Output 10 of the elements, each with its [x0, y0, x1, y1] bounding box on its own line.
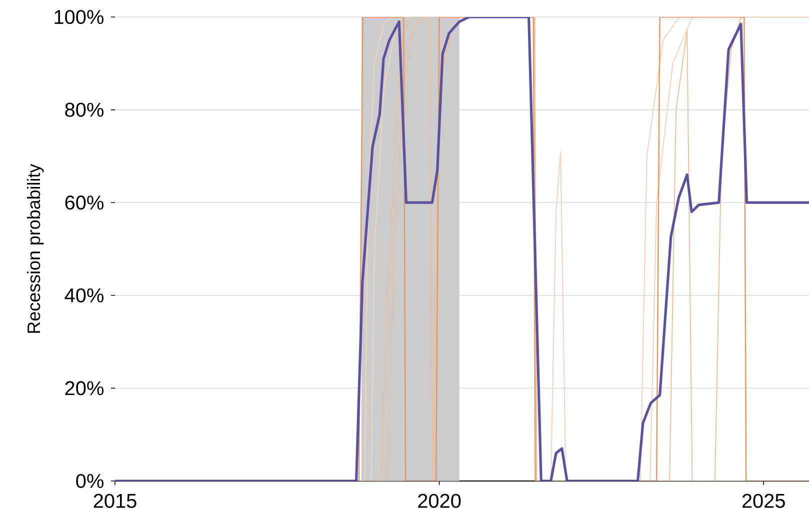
y-tick-label: 80% [65, 102, 104, 117]
x-tick-label: 2020 [418, 494, 461, 508]
y-tick-label: 20% [65, 381, 104, 396]
y-axis-title: Recession probability [26, 164, 44, 333]
y-tick-label: 0% [76, 474, 104, 488]
x-tick-label: 2025 [742, 494, 785, 508]
y-tick-label: 60% [65, 196, 104, 210]
y-tick-label: 40% [64, 288, 104, 302]
x-tick-label: 2015 [94, 494, 136, 508]
y-tick-label: 100% [54, 10, 104, 24]
